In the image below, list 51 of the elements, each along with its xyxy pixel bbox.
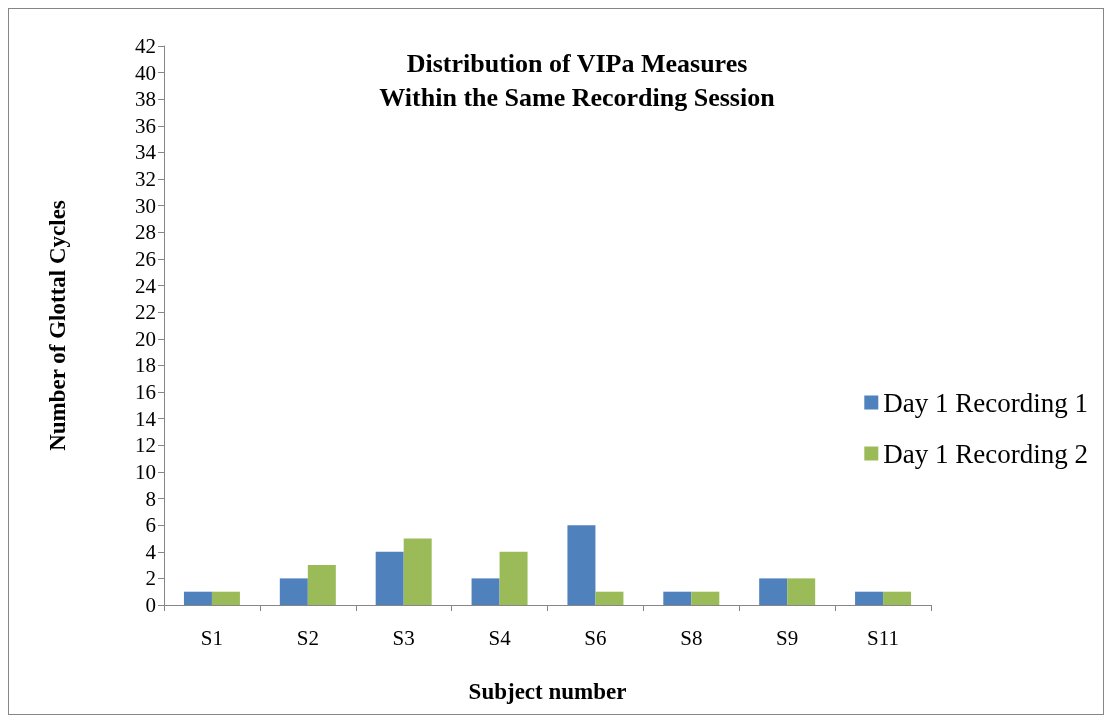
x-tick-label: S2 — [296, 625, 319, 650]
y-tick-label: 28 — [135, 220, 156, 245]
bar — [663, 591, 692, 605]
bar — [279, 578, 308, 605]
y-tick-label: 32 — [135, 167, 156, 192]
y-tick-label: 22 — [135, 300, 156, 325]
y-tick-label: 40 — [135, 60, 156, 85]
bar — [471, 578, 500, 605]
x-tick-label: S9 — [776, 625, 799, 650]
y-tick-label: 36 — [135, 113, 156, 138]
x-tick-label: S1 — [200, 625, 224, 650]
bar — [375, 551, 404, 605]
y-tick-label: 12 — [135, 433, 156, 458]
bar — [759, 578, 788, 605]
y-tick-label: 4 — [145, 539, 157, 564]
text: Distribution of VIPa Measures Within the Same Recording Session — [379, 48, 776, 112]
x-tick-label: S8 — [680, 625, 703, 650]
y-tick-label: 30 — [135, 193, 156, 218]
bar — [499, 551, 528, 605]
bar — [567, 525, 596, 605]
y-tick-label: 34 — [135, 140, 157, 165]
bar — [883, 591, 912, 605]
x-tick-label: S4 — [488, 625, 512, 650]
y-tick-label: 0 — [145, 593, 156, 617]
x-tick-label: S6 — [584, 625, 607, 650]
bar — [183, 591, 212, 605]
y-tick-label: 20 — [135, 326, 156, 351]
y-tick-label: 6 — [145, 513, 156, 538]
y-tick-label: 42 — [135, 34, 156, 58]
bar — [855, 591, 884, 605]
y-tick-label: 2 — [145, 566, 156, 591]
y-tick-label: 38 — [135, 87, 156, 112]
bar — [307, 565, 336, 605]
x-tick-label: S11 — [867, 625, 900, 650]
y-tick-label: 14 — [135, 406, 157, 431]
x-axis-title: Subject number — [468, 679, 627, 704]
bar — [211, 591, 240, 605]
bar — [787, 578, 816, 605]
bar — [691, 591, 720, 605]
y-tick-label: 8 — [145, 486, 156, 511]
bar — [403, 538, 432, 605]
y-tick-label: 16 — [135, 380, 156, 405]
y-tick-label: 26 — [135, 246, 156, 271]
legend-label: Day 1 Recording 1 — [883, 387, 1088, 418]
y-axis-title: Number of Glottal Cycles — [45, 200, 70, 451]
bar — [595, 591, 624, 605]
legend-label: Day 1 Recording 2 — [883, 438, 1088, 469]
y-tick-label: 18 — [135, 353, 156, 378]
x-tick-label: S3 — [392, 625, 415, 650]
y-tick-label: 24 — [135, 273, 157, 298]
y-tick-label: 10 — [135, 459, 156, 484]
